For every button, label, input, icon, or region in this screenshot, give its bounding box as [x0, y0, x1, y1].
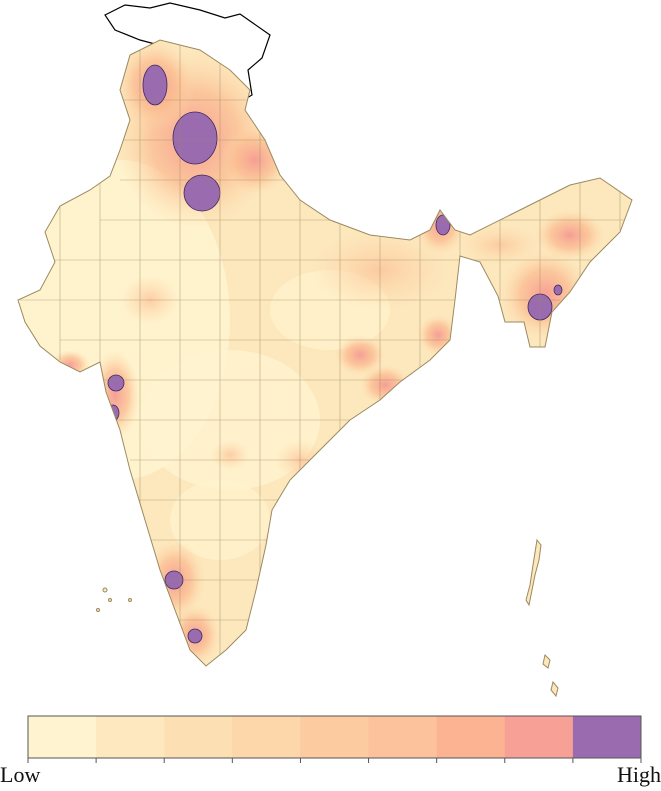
- legend-swatch: [368, 716, 438, 758]
- legend-swatch: [504, 716, 574, 758]
- legend-swatch: [300, 716, 370, 758]
- legend-swatch: [164, 716, 233, 758]
- legend-swatch: [232, 716, 301, 758]
- india-outline: [17, 39, 633, 667]
- mainland: [18, 40, 632, 666]
- legend-swatch: [436, 716, 506, 758]
- legend-swatch: [572, 716, 642, 758]
- legend-swatch: [96, 716, 165, 758]
- legend: [27, 715, 642, 763]
- hotspots: [106, 64, 563, 644]
- legend-low-label: Low: [0, 762, 40, 787]
- legend-high-label: High: [617, 762, 661, 787]
- islands: [96, 538, 559, 698]
- legend-frame: [27, 715, 642, 759]
- legend-swatch: [28, 716, 97, 758]
